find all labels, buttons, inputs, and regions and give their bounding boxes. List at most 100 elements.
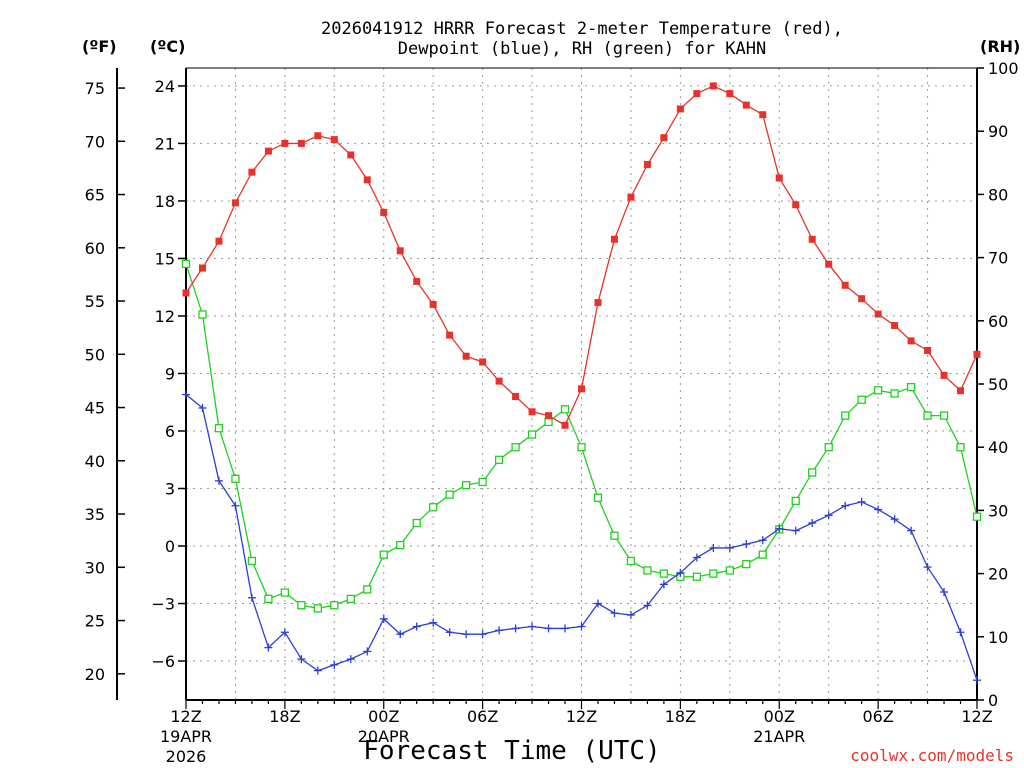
rh-point	[577, 443, 586, 452]
fahrenheit-tick-label: 65	[85, 186, 105, 205]
rh-point	[742, 559, 751, 569]
temperature-series	[182, 82, 981, 429]
data-series	[181, 82, 982, 685]
temperature-point	[957, 387, 965, 395]
rh-point	[396, 541, 405, 550]
dewpoint-point	[841, 501, 850, 510]
rh-point	[280, 588, 290, 597]
temperature-point	[281, 139, 289, 147]
rh-point	[429, 503, 438, 512]
rh-point	[643, 566, 652, 575]
fahrenheit-tick-label: 35	[85, 505, 105, 524]
dewpoint-point	[940, 588, 949, 597]
temperature-point	[330, 136, 338, 144]
dewpoint-point	[561, 624, 570, 633]
rh-point	[494, 455, 504, 464]
temperature-point	[512, 392, 520, 400]
rh-point	[906, 383, 916, 392]
tick-labels: 24211815129630−3−67570656055504540353025…	[85, 59, 1019, 766]
temperature-point	[709, 82, 717, 90]
chart-title-line1: 2026041912 HRRR Forecast 2-meter Tempera…	[321, 19, 843, 39]
dewpoint-point	[956, 628, 965, 637]
temperature-point	[891, 322, 899, 330]
dewpoint-point	[247, 593, 256, 602]
fahrenheit-tick-label: 20	[85, 665, 105, 684]
rh-tick-label: 70	[988, 249, 1008, 268]
dewpoint-point	[363, 647, 372, 656]
temperature-point	[429, 300, 437, 308]
fahrenheit-tick-label: 60	[85, 239, 105, 258]
time-tick-label: 12Z	[961, 707, 992, 726]
rh-point	[709, 569, 718, 578]
dewpoint-point	[412, 622, 421, 631]
temperature-point	[973, 350, 981, 358]
dewpoint-point	[280, 628, 289, 637]
dewpoint-point	[264, 643, 273, 652]
rh-point	[890, 389, 899, 398]
rh-series	[181, 259, 982, 613]
temperature-point	[742, 101, 750, 109]
rh-tick-label: 80	[988, 185, 1008, 204]
year-tick-label: 2026	[166, 747, 207, 766]
temperature-point	[643, 161, 651, 169]
fahrenheit-tick-label: 40	[85, 452, 105, 471]
temperature-point	[693, 90, 701, 98]
dewpoint-point	[808, 518, 817, 527]
dewpoint-point	[874, 505, 883, 514]
temperature-point	[578, 385, 585, 393]
temperature-point	[380, 208, 388, 216]
axes	[116, 67, 984, 709]
rh-tick-label: 0	[988, 691, 998, 710]
rh-point	[725, 566, 734, 575]
time-tick-label: 06Z	[862, 707, 893, 726]
celsius-tick-label: 24	[155, 77, 175, 96]
date-tick-label: 20APR	[358, 727, 410, 746]
temperature-line	[185, 85, 978, 427]
temperature-point	[924, 346, 932, 354]
temperature-point	[363, 176, 371, 184]
rh-point	[214, 424, 224, 433]
dewpoint-point	[758, 536, 767, 545]
time-tick-label: 18Z	[269, 707, 300, 726]
temperature-point	[479, 358, 487, 366]
temperature-point	[594, 299, 602, 307]
temperature-point	[495, 377, 503, 385]
time-tick-label: 12Z	[170, 707, 201, 726]
fahrenheit-tick-label: 70	[85, 132, 105, 151]
temperature-point	[347, 151, 355, 159]
rh-point	[791, 496, 800, 506]
rh-point	[264, 594, 273, 604]
rh-point	[610, 531, 619, 540]
rh-point	[346, 594, 355, 604]
temperature-point	[627, 193, 635, 201]
rh-tick-label: 60	[988, 312, 1008, 331]
temperature-point	[561, 421, 569, 429]
temperature-point	[660, 134, 668, 142]
rh-unit-label: (RH)	[980, 37, 1020, 56]
dewpoint-point	[198, 403, 207, 412]
rh-point	[231, 474, 240, 483]
dewpoint-point	[610, 609, 619, 618]
dewpoint-point	[528, 622, 537, 631]
dewpoint-point	[346, 655, 355, 664]
celsius-tick-label: 6	[165, 422, 175, 441]
dewpoint-point	[511, 624, 520, 633]
celsius-tick-label: 0	[165, 537, 175, 556]
dewpoint-point	[231, 501, 240, 510]
celsius-tick-label: 18	[155, 192, 175, 211]
rh-point	[330, 601, 339, 610]
dewpoint-point	[626, 611, 635, 620]
dewpoint-point	[923, 563, 932, 572]
fahrenheit-tick-label: 30	[85, 558, 105, 577]
dewpoint-point	[214, 476, 223, 485]
rh-tick-label: 30	[988, 501, 1008, 520]
dewpoint-point	[709, 543, 718, 552]
rh-point	[808, 468, 817, 477]
rh-point	[857, 395, 866, 404]
dewpoint-point	[379, 614, 388, 623]
celsius-tick-label: −6	[151, 652, 175, 671]
rh-point	[379, 550, 388, 559]
dewpoint-point	[907, 526, 916, 535]
temperature-point	[314, 132, 322, 140]
